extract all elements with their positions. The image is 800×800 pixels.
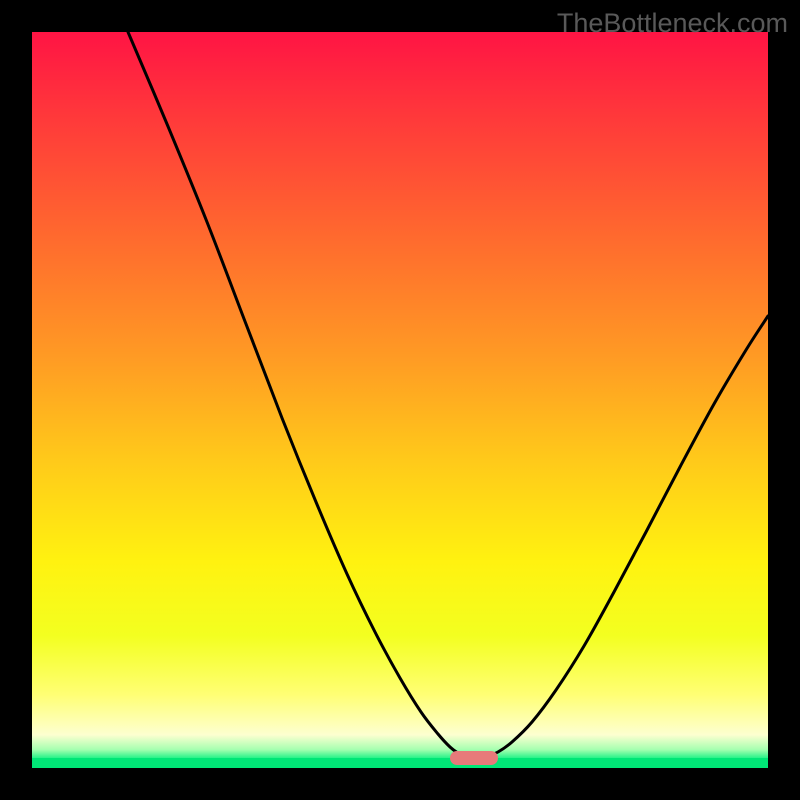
curve-svg (32, 32, 768, 768)
bottom-green-bar (32, 758, 768, 768)
bottleneck-marker (450, 751, 498, 765)
plot-area (32, 32, 768, 768)
watermark-text: TheBottleneck.com (557, 8, 788, 39)
bottleneck-curve (128, 32, 768, 757)
chart-stage: TheBottleneck.com (0, 0, 800, 800)
